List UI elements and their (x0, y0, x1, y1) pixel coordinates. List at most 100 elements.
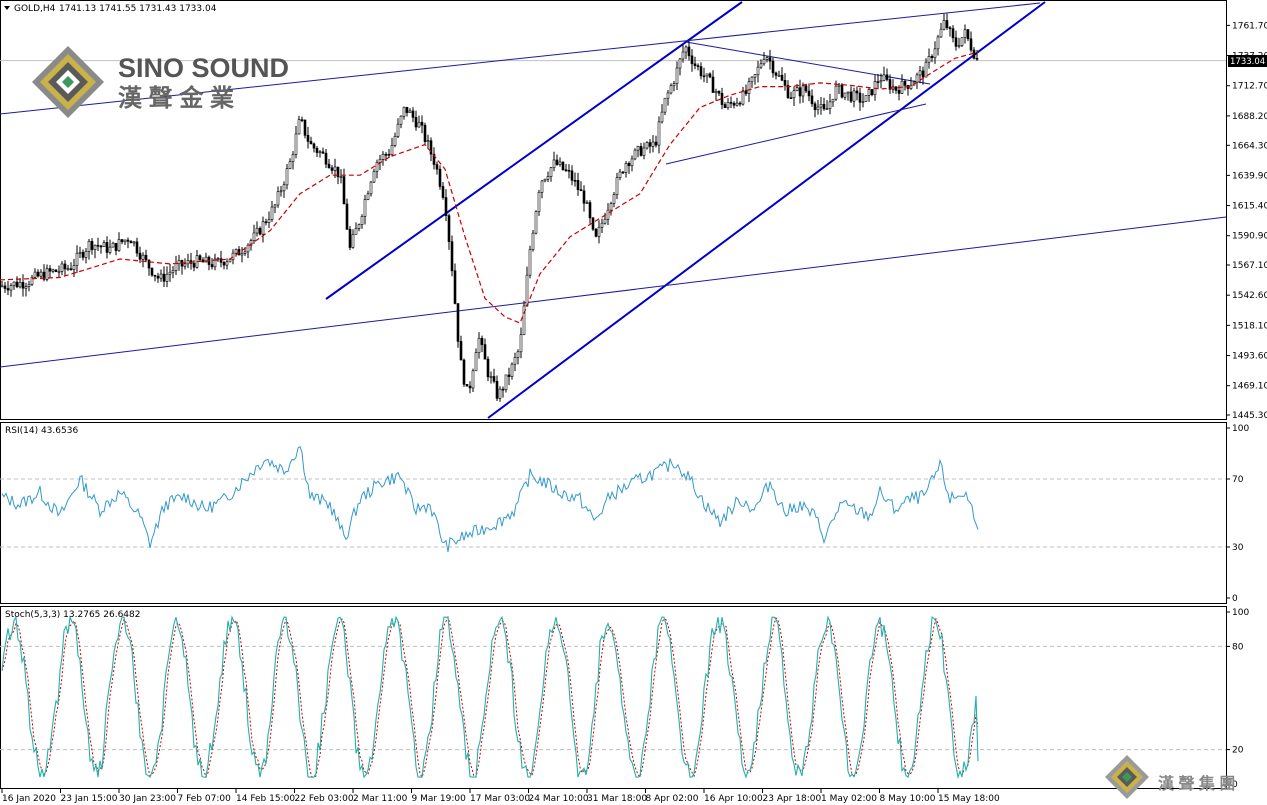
collapse-triangle-icon[interactable] (4, 6, 10, 10)
time-tick-label: 22 Feb 03:00 (295, 794, 354, 804)
candle-body (261, 221, 265, 235)
candle-body (966, 29, 970, 40)
rsi-line (1, 445, 979, 553)
time-tick-label: 23 Jan 15:00 (61, 794, 118, 804)
candle-body (690, 55, 694, 65)
price-tick-label: 1688.20 (1232, 112, 1267, 122)
candle-body (267, 219, 271, 223)
candle-body (630, 158, 634, 167)
candle-body (312, 143, 316, 149)
candle-body (768, 57, 772, 62)
footer-logo: 漢 聲 集 團 (1105, 755, 1235, 799)
stoch-title: Stoch(5,3,3) 13.2765 26.6482 (5, 610, 140, 620)
candle-body (120, 239, 124, 243)
candle-body (744, 90, 748, 94)
candle-body (936, 36, 940, 50)
candle-body (129, 241, 133, 244)
candle-body (315, 147, 319, 153)
candle-body (693, 63, 697, 66)
rsi-levels (0, 478, 1226, 548)
candle-body (888, 79, 892, 90)
time-tick-label: 17 Mar 03:00 (470, 794, 530, 804)
candle-body (516, 351, 520, 358)
candle-body (513, 357, 517, 365)
candle-body (552, 159, 556, 169)
candle-body (687, 46, 691, 57)
time-tick-label: 16 Apr 10:00 (704, 794, 763, 804)
candle-body (627, 163, 631, 167)
candle-body (612, 194, 616, 204)
candle-body (198, 255, 202, 261)
candle-body (72, 265, 76, 270)
time-tick-label: 8 Apr 02:00 (646, 794, 699, 804)
candle-body (789, 97, 793, 100)
candle-body (309, 141, 313, 145)
candle-body (681, 51, 685, 60)
time-tick-label: 2 Mar 11:00 (353, 794, 408, 804)
candle-body (948, 27, 952, 29)
candle-body (297, 119, 301, 135)
candle-body (867, 89, 871, 96)
stoch-tick-label: 80 (1232, 642, 1244, 652)
time-tick-label: 16 Jan 2020 (2, 794, 56, 804)
candle-body (486, 358, 490, 378)
candle-body (840, 84, 844, 98)
candle-body (708, 73, 712, 78)
candle-body (567, 169, 571, 172)
candle-body (540, 180, 544, 193)
candle-body (147, 259, 151, 269)
candle-body (132, 241, 136, 244)
candle-body (648, 142, 652, 147)
candle-body (36, 271, 40, 277)
candle-body (879, 80, 883, 83)
candle-body (162, 273, 166, 282)
candle-body (954, 37, 958, 47)
candle-body (414, 117, 418, 128)
candle-body (624, 163, 628, 173)
candle-body (423, 124, 427, 142)
candle-body (354, 228, 358, 235)
candle-body (3, 285, 7, 289)
candle-body (654, 141, 658, 146)
candle-body (915, 74, 919, 83)
candle-body (135, 241, 139, 254)
candle-body (669, 85, 673, 94)
stoch-axis: 100 80 20 0 (1226, 608, 1249, 790)
candle-body (537, 191, 541, 212)
candle-body (462, 359, 466, 385)
candle-body (78, 251, 82, 254)
candle-body (444, 197, 448, 216)
candle-body (27, 284, 31, 287)
candle-body (843, 92, 847, 98)
candle-body (903, 80, 907, 86)
candle-body (186, 260, 190, 265)
candle-body (816, 106, 820, 111)
candle-body (726, 102, 730, 108)
price-tick-label: 1664.30 (1232, 141, 1267, 151)
rsi-tick-label: 100 (1232, 424, 1249, 434)
candle-body (222, 262, 226, 266)
time-tick-label: 30 Jan 23:00 (119, 794, 176, 804)
trendlines (0, 1, 1227, 419)
candle-body (327, 163, 331, 169)
candle-body (99, 245, 103, 248)
candle-body (528, 249, 532, 276)
candle-body (456, 303, 460, 342)
candle-body (453, 270, 457, 304)
time-tick-label: 24 Mar 10:00 (529, 794, 589, 804)
candle-body (927, 56, 931, 63)
candle-body (243, 251, 247, 254)
candle-body (933, 48, 937, 59)
time-tick-label: 7 Feb 07:00 (178, 794, 232, 804)
candle-body (399, 115, 403, 125)
candle-body (771, 60, 775, 74)
rsi-tick-label: 0 (1232, 594, 1238, 604)
candle-body (810, 95, 814, 105)
candle-body (477, 337, 481, 353)
stoch-main-line (1, 615, 979, 780)
candle-body (306, 134, 310, 142)
candle-body (801, 85, 805, 97)
candle-body (975, 57, 979, 60)
candle-body (639, 146, 643, 156)
candle-body (108, 246, 112, 253)
